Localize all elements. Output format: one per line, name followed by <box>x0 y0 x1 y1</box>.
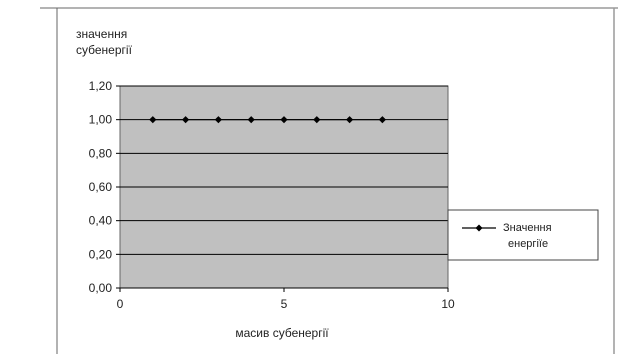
y-tick-label: 0,40 <box>89 214 113 228</box>
legend-swatch-marker <box>475 224 483 232</box>
data-point <box>182 116 190 124</box>
legend: Значення енергiïе <box>447 209 599 261</box>
y-ticks: 0,00 0,20 0,40 0,60 0,80 1,00 1,20 <box>89 79 120 295</box>
y-tick-label: 1,20 <box>89 79 113 93</box>
y-axis-title-line-2: субенергії <box>76 43 133 57</box>
y-axis-title-line-1: значення <box>76 27 127 41</box>
y-tick-label: 0,20 <box>89 247 113 261</box>
y-tick-label: 0,80 <box>89 146 113 160</box>
data-point <box>149 116 157 124</box>
data-point <box>346 116 354 124</box>
x-tick-label: 10 <box>441 297 455 311</box>
y-tick-label: 0,60 <box>89 180 113 194</box>
x-tick-label: 0 <box>117 297 124 311</box>
data-point <box>247 116 255 124</box>
data-point <box>378 116 386 124</box>
y-tick-label: 1,00 <box>89 113 113 127</box>
legend-label-line-1: Значення <box>503 222 552 234</box>
y-tick-label: 0,00 <box>89 281 113 295</box>
legend-box <box>447 209 599 261</box>
data-point <box>280 116 288 124</box>
series-points <box>149 116 386 124</box>
x-axis-title: масив субенергії <box>235 326 329 340</box>
x-ticks: 0 5 10 <box>117 288 455 311</box>
legend-label-line-2: енергiïе <box>508 238 548 250</box>
data-point <box>214 116 222 124</box>
data-point <box>313 116 321 124</box>
x-tick-label: 5 <box>281 297 288 311</box>
